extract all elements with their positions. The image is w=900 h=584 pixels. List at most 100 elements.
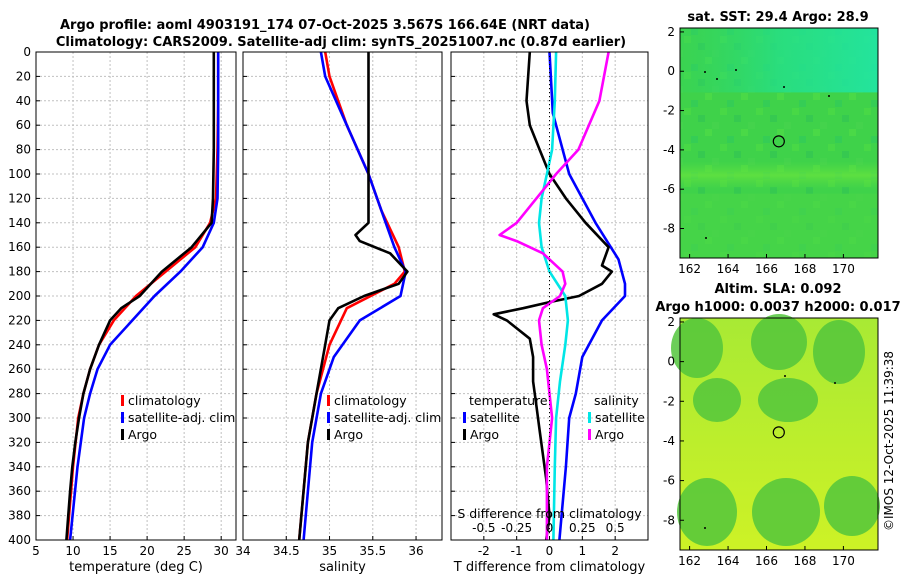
temperature-panel-xtick-label: 20 <box>139 544 154 558</box>
sst-map-ytick-label: -8 <box>663 222 675 236</box>
difference-panel-xtick-label: 2 <box>611 544 619 558</box>
salinity-panel-xtick-label: 34 <box>235 544 250 558</box>
salinity-panel-xtick-label: 35 <box>322 544 337 558</box>
argo-position-marker <box>772 426 785 439</box>
sst-map-xtick-label: 164 <box>717 262 740 276</box>
sst-south-field <box>680 193 878 258</box>
depth-tick-label: 380 <box>8 509 31 523</box>
temp-legend-satellite-adj-swatch <box>121 412 124 423</box>
temperature-panel-xtick-label: 30 <box>214 544 229 558</box>
sla-map-ytick-label: 0 <box>667 355 675 369</box>
depth-tick-label: 260 <box>8 362 31 376</box>
salinity-panel-xtick-label: 35.5 <box>359 544 386 558</box>
depth-tick-label: 180 <box>8 265 31 279</box>
sst-map-xtick-label: 170 <box>832 262 855 276</box>
salinity-panel-series-satellite-adj-clim <box>302 51 408 541</box>
sla-map-frame <box>679 317 879 551</box>
imos-timestamp: ©IMOS 12-Oct-2025 11:39:38 <box>882 351 896 531</box>
sla-map-ytick-label: -4 <box>663 434 675 448</box>
diff-legend-s-satellite: satellite <box>595 410 645 425</box>
sla-map-xtick-label: 162 <box>678 554 701 568</box>
sla-low-eddy <box>671 318 723 378</box>
sla-map-xtick-label: 166 <box>755 554 778 568</box>
depth-tick-label: 20 <box>16 69 31 83</box>
salinity-panel-series-argo <box>297 52 409 541</box>
sla-map-xtick-label: 170 <box>832 554 855 568</box>
sla-low-eddy <box>751 314 807 370</box>
depth-tick-label: 140 <box>8 216 31 230</box>
depth-tick-label: 300 <box>8 411 31 425</box>
diff-legend-t-argo: Argo <box>470 427 499 442</box>
sst-map-xtick-label: 168 <box>793 262 816 276</box>
salinity-panel-xtick-label: 34.5 <box>273 544 300 558</box>
difference-panel-series-s-satellite <box>537 51 570 541</box>
diff-legend-salinity-header: salinity <box>594 393 639 408</box>
depth-tick-label: 60 <box>16 118 31 132</box>
sla-map-title: Altim. SLA: 0.092 <box>715 282 842 297</box>
sst-map-ytick-label: -4 <box>663 143 675 157</box>
sla-low-eddy <box>752 478 820 546</box>
difference-panel-xtick-label: -1 <box>511 544 523 558</box>
temperature-panel-frame <box>35 51 237 541</box>
sst-map-xtick-label: 162 <box>678 262 701 276</box>
sst-map-frame <box>679 27 879 259</box>
sla-map-xtick-label: 168 <box>793 554 816 568</box>
difference-panel-xtick-label: 1 <box>579 544 587 558</box>
sst-map-ytick-label: 0 <box>667 64 675 78</box>
temperature-panel-xtick-label: 10 <box>65 544 80 558</box>
sal-legend-satellite-adj: satellite-adj. clim <box>334 410 441 425</box>
depth-tick-label: 100 <box>8 167 31 181</box>
diff-legend-s-argo: Argo <box>595 427 624 442</box>
depth-tick-label: 340 <box>8 460 31 474</box>
figure-title-line1: Argo profile: aoml 4903191_174 07-Oct-20… <box>60 18 590 33</box>
sla-float-dot <box>784 375 786 377</box>
difference-panel-xtick-label: 0 <box>546 544 554 558</box>
sla-map-xtick-label: 164 <box>717 554 740 568</box>
diff-legend-temperature-header: temperature <box>469 393 548 408</box>
depth-tick-label: 240 <box>8 338 31 352</box>
diff-legend-t-argo-swatch <box>463 429 466 440</box>
sal-legend-climatology: climatology <box>334 393 407 408</box>
sal-legend-argo: Argo <box>334 427 363 442</box>
temperature-panel-xtick-label: 15 <box>102 544 117 558</box>
depth-tick-label: 40 <box>16 94 31 108</box>
sst-float-dot <box>783 86 785 88</box>
sst-map-title: sat. SST: 29.4 Argo: 28.9 <box>687 10 868 25</box>
sla-map-ytick-label: -2 <box>663 394 675 408</box>
depth-tick-label: 120 <box>8 191 31 205</box>
sla-low-eddy <box>677 478 737 546</box>
diff-s-tick-label: 0.5 <box>606 521 625 535</box>
sst-float-dot <box>705 237 707 239</box>
sal-legend-satellite-adj-swatch <box>327 412 330 423</box>
sst-float-dot <box>716 78 718 80</box>
depth-tick-label: 360 <box>8 484 31 498</box>
diff-legend-s-argo-swatch <box>588 429 591 440</box>
depth-tick-label: 160 <box>8 240 31 254</box>
depth-tick-label: 400 <box>8 533 31 547</box>
depth-tick-label: 280 <box>8 387 31 401</box>
sla-low-eddy <box>693 378 741 422</box>
temperature-panel-series-argo <box>65 52 216 541</box>
temperature-panel-xlabel: temperature (deg C) <box>69 560 203 575</box>
sla-map-ytick-label: -6 <box>663 474 675 488</box>
temp-legend-argo: Argo <box>128 427 157 442</box>
temp-legend-argo-swatch <box>121 429 124 440</box>
sla-low-eddy <box>824 476 880 536</box>
temperature-panel-xtick-label: 5 <box>32 544 40 558</box>
sla-map-ytick-label: 2 <box>667 315 675 329</box>
sal-legend-argo-swatch <box>327 429 330 440</box>
diff-top-xlabel: S difference from climatology <box>457 506 642 521</box>
diff-s-tick-label: -0.25 <box>501 521 532 535</box>
difference-panel-series-s-argo <box>498 51 610 540</box>
depth-tick-label: 320 <box>8 435 31 449</box>
sal-legend-climatology-swatch <box>327 395 330 406</box>
difference-panel-xlabel: T difference from climatology <box>453 560 646 575</box>
salinity-panel-xlabel: salinity <box>319 560 366 575</box>
diff-s-tick-label: 0.25 <box>569 521 596 535</box>
diff-legend-t-satellite-swatch <box>463 412 466 423</box>
salinity-panel-frame <box>242 51 443 541</box>
argo-position-marker <box>772 135 785 148</box>
temp-legend-climatology: climatology <box>128 393 201 408</box>
sst-cool-band <box>680 161 878 189</box>
